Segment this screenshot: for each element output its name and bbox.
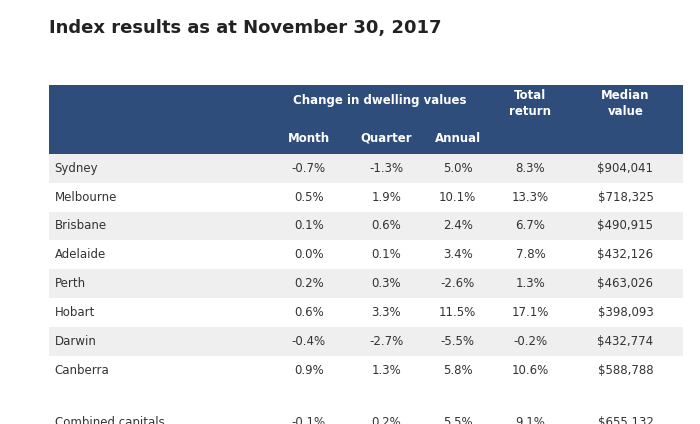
Text: 0.2%: 0.2% xyxy=(372,416,401,424)
Bar xyxy=(49,269,682,298)
Text: 0.3%: 0.3% xyxy=(372,277,401,290)
Text: $432,126: $432,126 xyxy=(597,248,654,261)
Text: Sydney: Sydney xyxy=(55,162,98,175)
Text: 1.9%: 1.9% xyxy=(372,191,401,204)
Text: 5.0%: 5.0% xyxy=(443,162,473,175)
Text: 0.1%: 0.1% xyxy=(372,248,401,261)
Text: Annual: Annual xyxy=(435,131,481,145)
Text: Melbourne: Melbourne xyxy=(55,191,117,204)
Bar xyxy=(49,85,682,122)
Text: Canberra: Canberra xyxy=(55,364,109,377)
Text: 0.2%: 0.2% xyxy=(294,277,323,290)
Bar xyxy=(49,356,682,385)
Bar xyxy=(49,122,682,154)
Bar xyxy=(49,240,682,269)
Text: Combined capitals: Combined capitals xyxy=(55,416,164,424)
Text: $655,132: $655,132 xyxy=(598,416,653,424)
Text: Darwin: Darwin xyxy=(55,335,97,348)
Text: Brisbane: Brisbane xyxy=(55,220,106,232)
Text: Adelaide: Adelaide xyxy=(55,248,106,261)
Text: $904,041: $904,041 xyxy=(598,162,654,175)
Text: 0.5%: 0.5% xyxy=(294,191,323,204)
Text: 9.1%: 9.1% xyxy=(515,416,545,424)
Text: 13.3%: 13.3% xyxy=(512,191,549,204)
Text: -5.5%: -5.5% xyxy=(440,335,475,348)
Text: 10.6%: 10.6% xyxy=(512,364,549,377)
Text: Perth: Perth xyxy=(55,277,85,290)
Text: 17.1%: 17.1% xyxy=(512,306,549,319)
Text: Median
value: Median value xyxy=(601,89,650,118)
Text: 8.3%: 8.3% xyxy=(516,162,545,175)
Text: 3.3%: 3.3% xyxy=(372,306,401,319)
Bar xyxy=(49,183,682,212)
Text: $398,093: $398,093 xyxy=(598,306,653,319)
Text: 1.3%: 1.3% xyxy=(372,364,401,377)
Text: -1.3%: -1.3% xyxy=(370,162,403,175)
Bar xyxy=(49,154,682,183)
Text: Change in dwelling values: Change in dwelling values xyxy=(293,94,467,107)
Text: 0.6%: 0.6% xyxy=(372,220,401,232)
Text: 5.5%: 5.5% xyxy=(443,416,473,424)
Bar xyxy=(49,298,682,327)
Text: -0.1%: -0.1% xyxy=(292,416,326,424)
Bar xyxy=(49,212,682,240)
Text: Hobart: Hobart xyxy=(55,306,95,319)
Text: -2.7%: -2.7% xyxy=(369,335,403,348)
Text: -0.2%: -0.2% xyxy=(513,335,547,348)
Text: Index results as at November 30, 2017: Index results as at November 30, 2017 xyxy=(49,19,442,37)
Text: 0.1%: 0.1% xyxy=(294,220,323,232)
Text: 11.5%: 11.5% xyxy=(439,306,476,319)
Text: -0.4%: -0.4% xyxy=(292,335,326,348)
Text: $588,788: $588,788 xyxy=(598,364,653,377)
Text: Quarter: Quarter xyxy=(360,131,412,145)
Text: 0.9%: 0.9% xyxy=(294,364,323,377)
Text: $463,026: $463,026 xyxy=(598,277,654,290)
Text: 7.8%: 7.8% xyxy=(516,248,545,261)
Text: $718,325: $718,325 xyxy=(598,191,653,204)
Text: 0.6%: 0.6% xyxy=(294,306,323,319)
Text: -0.7%: -0.7% xyxy=(292,162,326,175)
Text: 2.4%: 2.4% xyxy=(442,220,472,232)
Bar xyxy=(49,327,682,356)
Text: $490,915: $490,915 xyxy=(598,220,654,232)
Text: 10.1%: 10.1% xyxy=(439,191,476,204)
Text: -2.6%: -2.6% xyxy=(440,277,475,290)
Text: 6.7%: 6.7% xyxy=(515,220,545,232)
Text: 1.3%: 1.3% xyxy=(516,277,545,290)
Text: Total
return: Total return xyxy=(510,89,552,118)
Text: 0.0%: 0.0% xyxy=(294,248,323,261)
Text: 5.8%: 5.8% xyxy=(443,364,473,377)
Text: $432,774: $432,774 xyxy=(597,335,654,348)
Bar xyxy=(49,408,682,424)
Text: 3.4%: 3.4% xyxy=(442,248,472,261)
Text: Month: Month xyxy=(288,131,330,145)
